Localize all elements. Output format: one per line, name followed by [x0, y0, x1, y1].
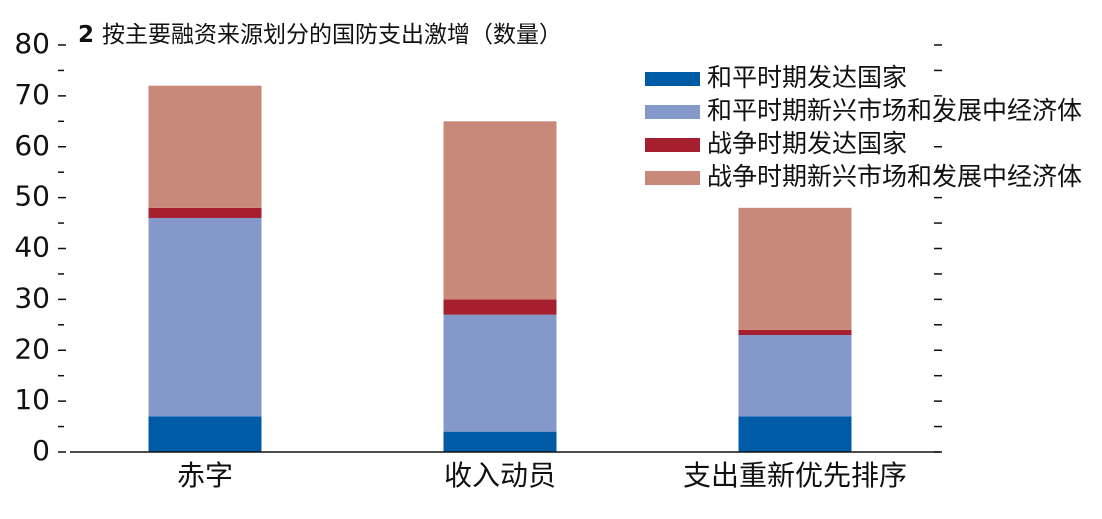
y-tick-label: 20: [14, 332, 50, 365]
bar-segment: [148, 416, 262, 452]
legend-label: 战争时期发达国家: [707, 129, 907, 158]
y-tick-label: 60: [14, 129, 50, 162]
legend-label: 和平时期发达国家: [707, 63, 907, 92]
bar-segment: [738, 416, 852, 452]
bar-segment: [443, 121, 557, 300]
bar-segment: [738, 207, 852, 330]
y-tick-label: 50: [14, 180, 50, 213]
bar-segment: [148, 85, 262, 208]
bar-segment: [148, 207, 262, 218]
bar-segment: [738, 334, 852, 417]
x-tick-label: 赤字: [177, 459, 233, 492]
legend-swatch: [645, 105, 700, 119]
bar-segment: [443, 314, 557, 432]
bar-segment: [443, 299, 557, 315]
title-text: 按主要融资来源划分的国防支出激增（数量）: [102, 22, 562, 48]
legend-label: 战争时期新兴市场和发展中经济体: [707, 162, 1082, 191]
y-tick-label: 70: [14, 78, 50, 111]
legend-swatch: [645, 171, 700, 185]
legend-swatch: [645, 138, 700, 152]
chart-title: 2 按主要融资来源划分的国防支出激增（数量）: [78, 22, 562, 48]
bar-segment: [738, 329, 852, 335]
y-tick-label: 80: [14, 27, 50, 60]
figure-number: 2: [78, 22, 94, 48]
y-tick-label: 30: [14, 281, 50, 314]
y-tick-label: 10: [14, 383, 50, 416]
bar-segment: [148, 217, 262, 417]
y-tick-label: 0: [32, 434, 50, 467]
legend-label: 和平时期新兴市场和发展中经济体: [707, 96, 1082, 125]
legend-swatch: [645, 72, 700, 86]
y-tick-label: 40: [14, 231, 50, 264]
bar-segment: [443, 431, 557, 452]
x-tick-label: 支出重新优先排序: [683, 459, 907, 492]
x-tick-label: 收入动员: [444, 459, 556, 492]
